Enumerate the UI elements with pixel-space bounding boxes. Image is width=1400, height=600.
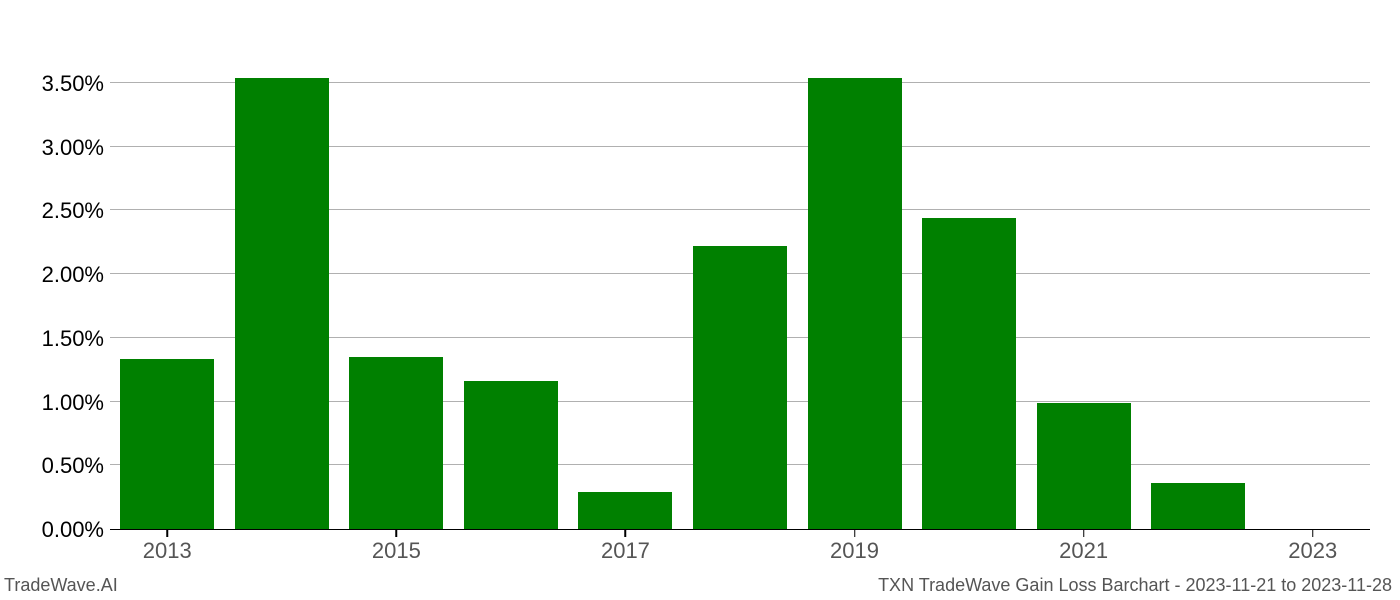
x-tick-label: 2019 — [830, 538, 879, 564]
bar — [808, 78, 902, 529]
bar — [693, 246, 787, 529]
y-tick-label: 1.00% — [42, 390, 104, 416]
y-tick-label: 3.00% — [42, 135, 104, 161]
x-tick-label: 2013 — [143, 538, 192, 564]
x-tick-label: 2021 — [1059, 538, 1108, 564]
plot-area — [110, 52, 1370, 530]
y-tick-label: 1.50% — [42, 326, 104, 352]
bar — [1151, 483, 1245, 529]
x-tick-label: 2017 — [601, 538, 650, 564]
x-tick-mark — [854, 530, 856, 537]
bar — [120, 359, 214, 529]
x-tick-mark — [1083, 530, 1085, 537]
y-tick-label: 0.00% — [42, 517, 104, 543]
y-tick-label: 0.50% — [42, 453, 104, 479]
bar — [1037, 403, 1131, 529]
x-tick-mark — [396, 530, 398, 537]
bar — [235, 78, 329, 529]
x-tick-label: 2015 — [372, 538, 421, 564]
bar — [922, 218, 1016, 529]
y-tick-label: 2.00% — [42, 262, 104, 288]
x-tick-label: 2023 — [1288, 538, 1337, 564]
y-tick-label: 2.50% — [42, 198, 104, 224]
footer-right-caption: TXN TradeWave Gain Loss Barchart - 2023-… — [878, 575, 1392, 596]
x-tick-mark — [1312, 530, 1314, 537]
bar — [578, 492, 672, 529]
y-tick-label: 3.50% — [42, 71, 104, 97]
footer-left-brand: TradeWave.AI — [4, 575, 118, 596]
x-tick-mark — [625, 530, 627, 537]
bar — [349, 357, 443, 529]
chart-container: 0.00% 0.50% 1.00% 1.50% 2.00% 2.50% 3.00% 3.50%… — [0, 0, 1400, 600]
bar — [464, 381, 558, 529]
x-tick-mark — [167, 530, 169, 537]
